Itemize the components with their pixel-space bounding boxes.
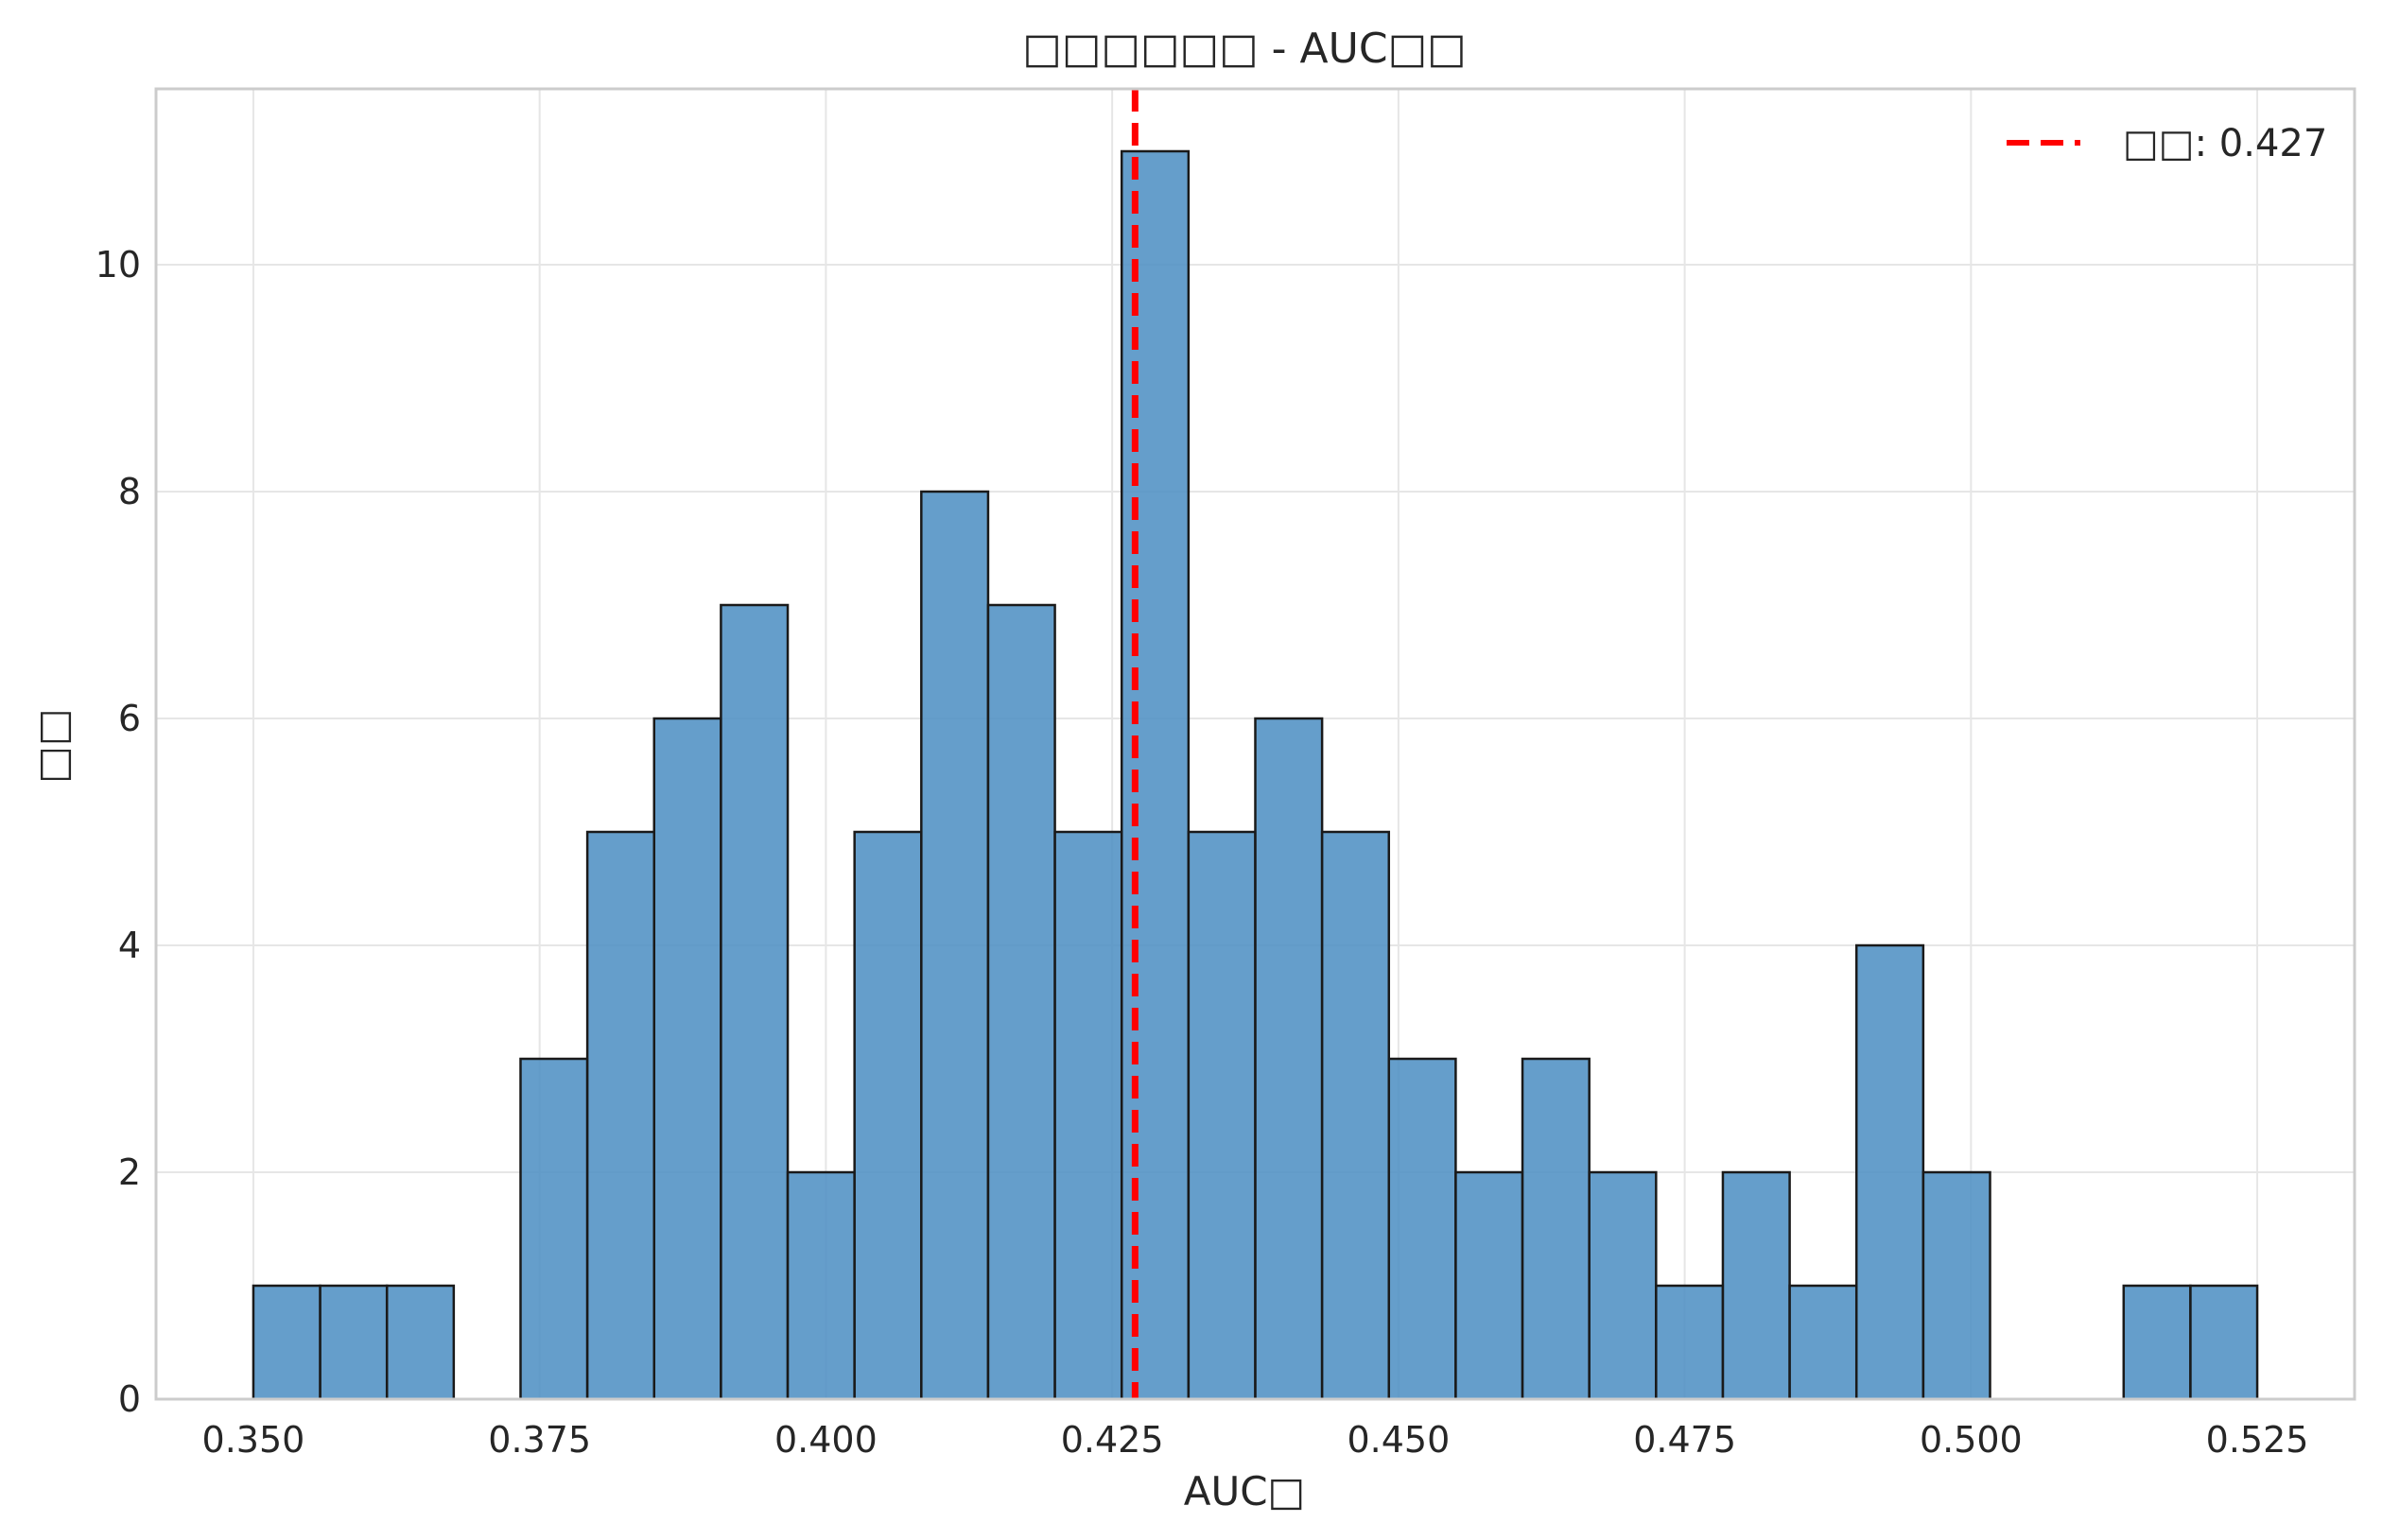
x-tick-label: 0.500	[1920, 1419, 2023, 1461]
bars-layer	[252, 149, 2259, 1401]
histogram-bar	[1588, 1170, 1658, 1401]
y-tick-label: 4	[118, 925, 141, 966]
plot-frame	[154, 87, 2356, 1401]
x-axis-ticks: 0.350 0.375 0.400 0.425 0.450 0.475 0.500 0.525	[202, 1419, 2309, 1461]
x-tick-label: 0.350	[202, 1419, 305, 1461]
histogram-bar	[1320, 830, 1391, 1401]
histogram-bar	[1921, 1170, 1991, 1401]
histogram-bar	[1788, 1284, 1858, 1401]
y-tick-label: 8	[118, 471, 141, 512]
y-tick-label: 2	[118, 1151, 141, 1193]
x-tick-label: 0.375	[488, 1419, 591, 1461]
x-tick-label: 0.475	[1633, 1419, 1736, 1461]
legend-mean-label: □□: 0.427	[2123, 122, 2327, 165]
legend: □□: 0.427	[2007, 122, 2327, 165]
histogram-bar	[786, 1170, 856, 1401]
histogram-bar	[252, 1284, 322, 1401]
histogram-bar	[1120, 149, 1191, 1401]
y-axis-ticks: 0 2 4 6 8 10	[96, 244, 141, 1420]
histogram-bar	[1854, 943, 1925, 1401]
histogram-bar	[519, 1057, 589, 1401]
histogram-bar	[1655, 1284, 1725, 1401]
y-tick-label: 10	[96, 244, 141, 286]
histogram-bar	[1254, 717, 1324, 1401]
histogram-bar	[385, 1284, 456, 1401]
histogram-bar	[585, 830, 656, 1401]
histogram-bar	[1187, 830, 1257, 1401]
y-axis-title: □□	[29, 708, 76, 783]
histogram-bar	[1454, 1170, 1524, 1401]
histogram-bar	[1387, 1057, 1457, 1401]
x-tick-label: 0.425	[1061, 1419, 1164, 1461]
histogram-bar	[652, 717, 722, 1401]
chart-title: □□□□□□ - AUC□□	[1022, 25, 1466, 73]
histogram-bar	[920, 490, 990, 1401]
y-tick-label: 0	[118, 1378, 141, 1420]
x-tick-label: 0.400	[774, 1419, 878, 1461]
histogram-bar	[2189, 1284, 2259, 1401]
x-tick-label: 0.450	[1347, 1419, 1450, 1461]
x-axis-title: AUC□	[1184, 1468, 1305, 1514]
histogram-bar	[319, 1284, 389, 1401]
histogram-bar	[1721, 1170, 1791, 1401]
y-tick-label: 6	[118, 698, 141, 739]
histogram-bar	[720, 603, 790, 1401]
histogram-bar	[2122, 1284, 2192, 1401]
histogram-bar	[1521, 1057, 1591, 1401]
histogram-bar	[853, 830, 923, 1401]
histogram-bar	[986, 603, 1056, 1401]
x-tick-label: 0.525	[2206, 1419, 2309, 1461]
histogram-bar	[1053, 830, 1123, 1401]
